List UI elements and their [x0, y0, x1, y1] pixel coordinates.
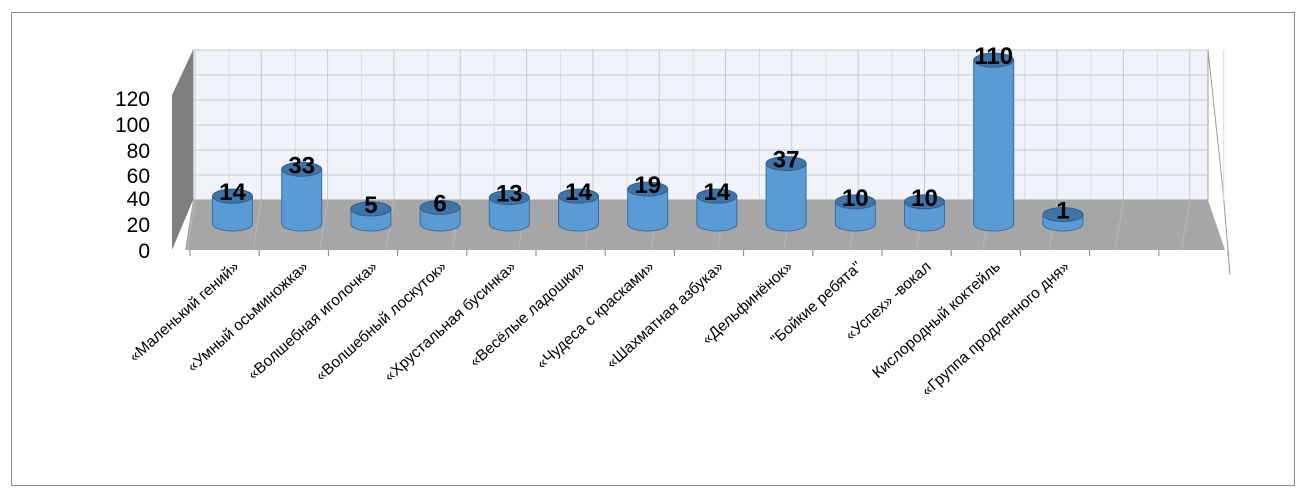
bar-cylinder-top: [904, 194, 945, 210]
data-label: 14: [219, 179, 246, 206]
data-label: 10: [911, 185, 938, 212]
bar-cylinder-top: [1042, 207, 1084, 223]
data-label: 110: [974, 43, 1013, 70]
bar-cylinder: [834, 194, 876, 232]
bar-cylinder: [419, 200, 461, 232]
x-category-label: «Чудеса с красками»: [534, 258, 658, 372]
bar-cylinder: [488, 190, 530, 232]
bar-cylinder: [904, 194, 945, 232]
cropped-title-strip: [0, 0, 1299, 12]
bar-cylinder-body: [973, 59, 1015, 232]
data-label: 5: [364, 192, 377, 219]
bar-cylinder-top: [627, 181, 669, 197]
bar-cylinder-top: [212, 188, 253, 204]
bar-cylinder: [212, 188, 253, 232]
bar-cylinder: [765, 156, 807, 232]
data-label: 37: [773, 147, 800, 174]
bar-cylinder-top: [973, 52, 1015, 68]
bar-cylinder-top: [350, 201, 392, 217]
side-wall: [172, 50, 193, 250]
bar-cylinder-top: [696, 188, 738, 204]
data-label: 13: [496, 181, 523, 208]
y-tick-label: 80: [127, 140, 150, 163]
y-tick-label: 40: [127, 188, 150, 211]
data-label: 33: [288, 152, 315, 179]
y-tick-label: 0: [138, 240, 150, 263]
bar-cylinder: [558, 188, 599, 232]
bar-cylinder-body: [488, 197, 530, 232]
floor-gridline: [1114, 199, 1124, 251]
floor-gridline: [252, 199, 262, 251]
data-label: 1: [1056, 198, 1069, 225]
x-category-label: «Умный осьминожка»: [184, 258, 312, 375]
bar-cylinder-top: [765, 156, 807, 172]
bar-cylinder-top: [488, 190, 530, 206]
bar-cylinder-top: [281, 161, 323, 177]
x-category-label: «Хрустальная бусинка»: [381, 258, 519, 385]
bar-cylinder-top: [419, 200, 461, 215]
right-edge: [1207, 49, 1231, 276]
bar-cylinder-body: [281, 168, 323, 232]
data-label: 14: [704, 179, 731, 206]
floor-gridline: [186, 199, 196, 251]
y-tick-label: 60: [127, 165, 150, 188]
bar-cylinder-body: [834, 201, 876, 232]
x-category-label: «Волшебный лоскуток»: [313, 258, 451, 384]
bar-cylinder: [696, 188, 738, 232]
y-tick-label: 100: [115, 114, 150, 137]
floor-gridline: [319, 199, 329, 251]
bar-cylinder-body: [696, 195, 738, 232]
bar-cylinder: [281, 161, 323, 232]
data-label: 19: [634, 172, 661, 199]
x-category-label: Кислородный коктейль: [869, 258, 1004, 382]
x-category-label: «Группа продленного дня»: [919, 258, 1074, 400]
bar-cylinder: [627, 181, 669, 232]
bar-cylinder-body: [558, 195, 599, 232]
bar-cylinder-top: [834, 194, 876, 210]
y-tick-label: 20: [127, 214, 150, 237]
bar-cylinder-body: [627, 188, 669, 232]
data-label: 6: [433, 191, 446, 218]
floor-gridline: [1181, 199, 1191, 251]
x-category-label: «Маленький гений»: [126, 258, 243, 365]
bar-cylinder: [1042, 207, 1084, 232]
bar-cylinder-body: [212, 195, 253, 232]
x-category-label: «Шахматная азбука»: [603, 258, 727, 372]
bar-cylinder: [350, 201, 392, 232]
bar-cylinder-body: [765, 163, 807, 232]
data-label: 14: [565, 179, 592, 206]
data-label: 10: [842, 185, 869, 212]
y-tick-label: 120: [115, 88, 150, 111]
x-category-label: «Весёлые ладошки»: [467, 258, 589, 370]
bar-cylinder-top: [558, 188, 599, 204]
bar-cylinder-body: [904, 201, 945, 232]
x-category-label: «Волшебная иголочка»: [245, 258, 381, 383]
bar-cylinder: [973, 52, 1015, 232]
